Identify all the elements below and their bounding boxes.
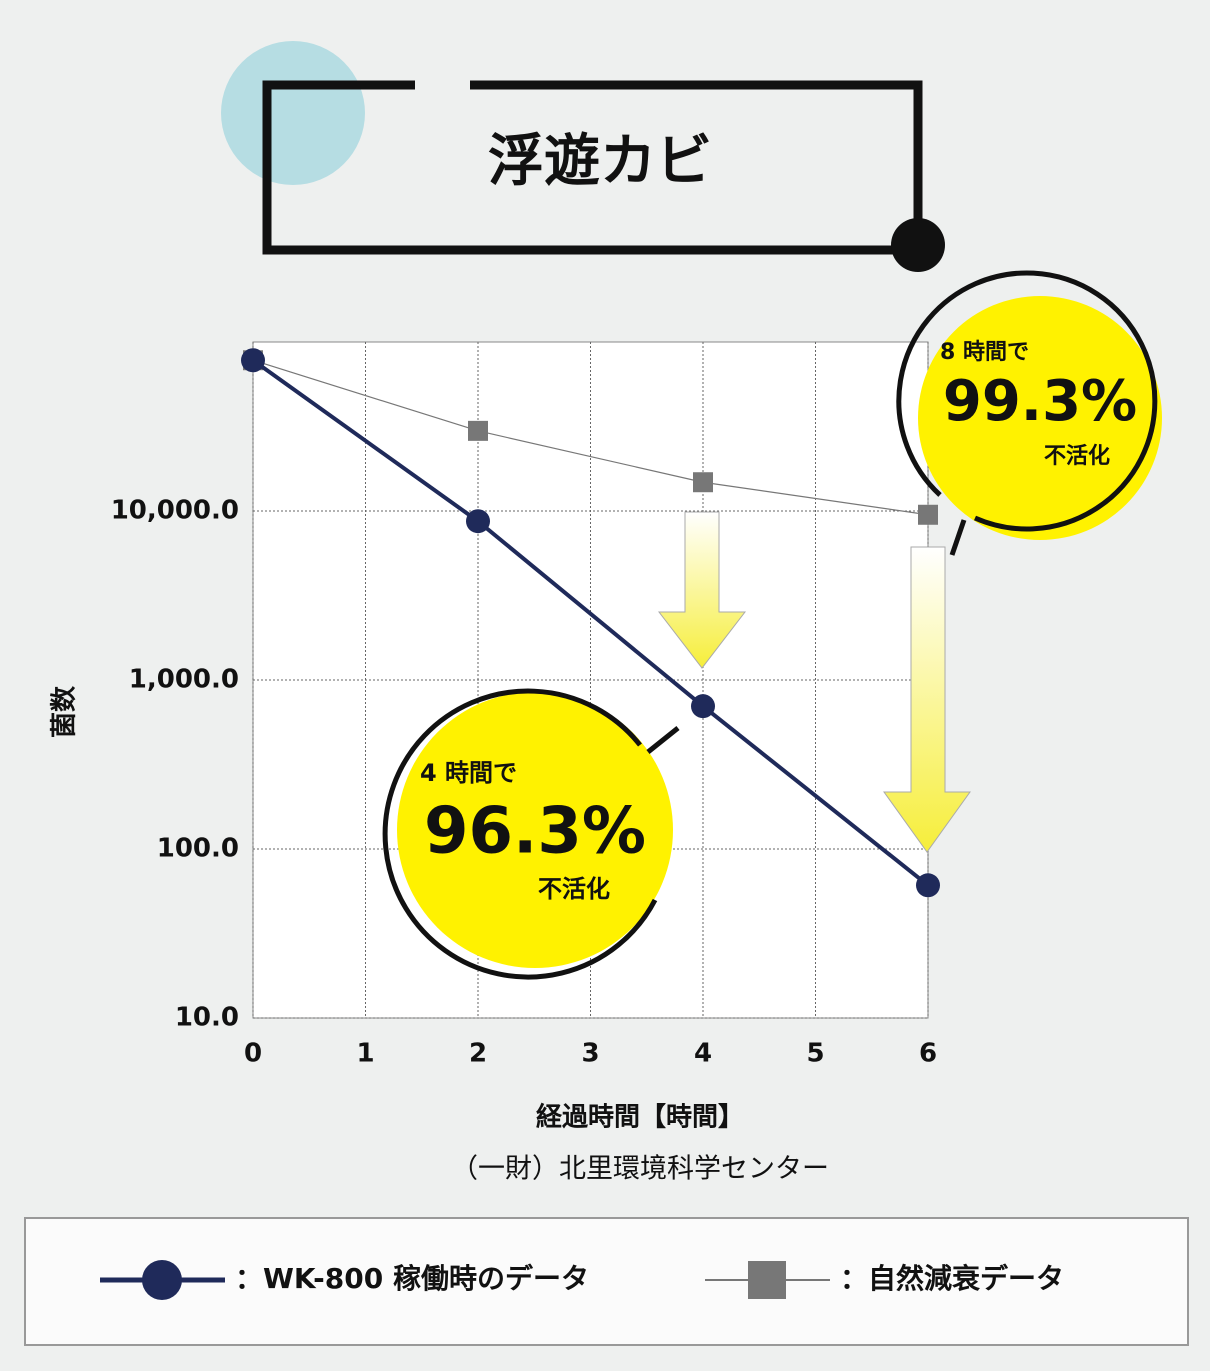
- point: [918, 504, 938, 525]
- markers: [241, 348, 940, 898]
- series-line: [251, 358, 930, 887]
- title-frame: [262, 80, 923, 255]
- callout-8h: 8 時間で 99.3% 不活化: [896, 270, 1162, 556]
- callout-note: 不活化: [1044, 443, 1110, 469]
- callout-lead: 8 時間で: [940, 340, 1029, 365]
- arrow-6h: [883, 546, 971, 853]
- callout-value: 96.3%: [424, 795, 646, 869]
- point: [693, 472, 713, 493]
- x-tick-label: 5: [806, 1039, 824, 1069]
- legend-items: ：WK-800 稼働時のデータ ：自然減衰データ: [100, 1260, 1064, 1300]
- x-tick-label: 2: [469, 1039, 487, 1069]
- chart-title: 浮遊カビ: [488, 129, 712, 194]
- point: [468, 420, 488, 441]
- point: [916, 873, 940, 898]
- y-tick-label: 100.0: [157, 834, 239, 864]
- x-tick-label: 6: [919, 1039, 937, 1069]
- callout-value: 99.3%: [943, 369, 1137, 434]
- arrow-4h: [657, 511, 747, 669]
- callout-note: 不活化: [538, 875, 610, 903]
- y-tick-label: 10.0: [175, 1003, 239, 1033]
- x-axis-label: 経過時間【時間】: [536, 1102, 744, 1133]
- x-tick-label: 3: [581, 1039, 599, 1069]
- callout-lead: 4 時間で: [420, 759, 517, 787]
- point: [241, 348, 265, 373]
- point: [691, 694, 715, 719]
- legend-marker: [748, 1261, 786, 1299]
- y-tick-label: 10,000.0: [111, 496, 239, 526]
- legend-label: ：自然減衰データ: [840, 1262, 1064, 1295]
- callout-4h: 4 時間で 96.3% 不活化: [382, 688, 680, 980]
- point: [466, 509, 490, 534]
- x-tick-label: 1: [356, 1039, 374, 1069]
- legend-marker: [142, 1260, 182, 1300]
- source: （一財）北里環境科学センター: [451, 1154, 829, 1185]
- deco-circle: [221, 41, 365, 185]
- x-tick-label: 0: [244, 1039, 262, 1069]
- x-tick-label: 4: [694, 1039, 712, 1069]
- legend-label: ：WK-800 稼働時のデータ: [235, 1262, 589, 1295]
- series-line: [252, 359, 929, 516]
- title-dot: [891, 218, 945, 272]
- y-tick-label: 1,000.0: [129, 665, 239, 695]
- y-axis-label: 菌数: [50, 685, 80, 738]
